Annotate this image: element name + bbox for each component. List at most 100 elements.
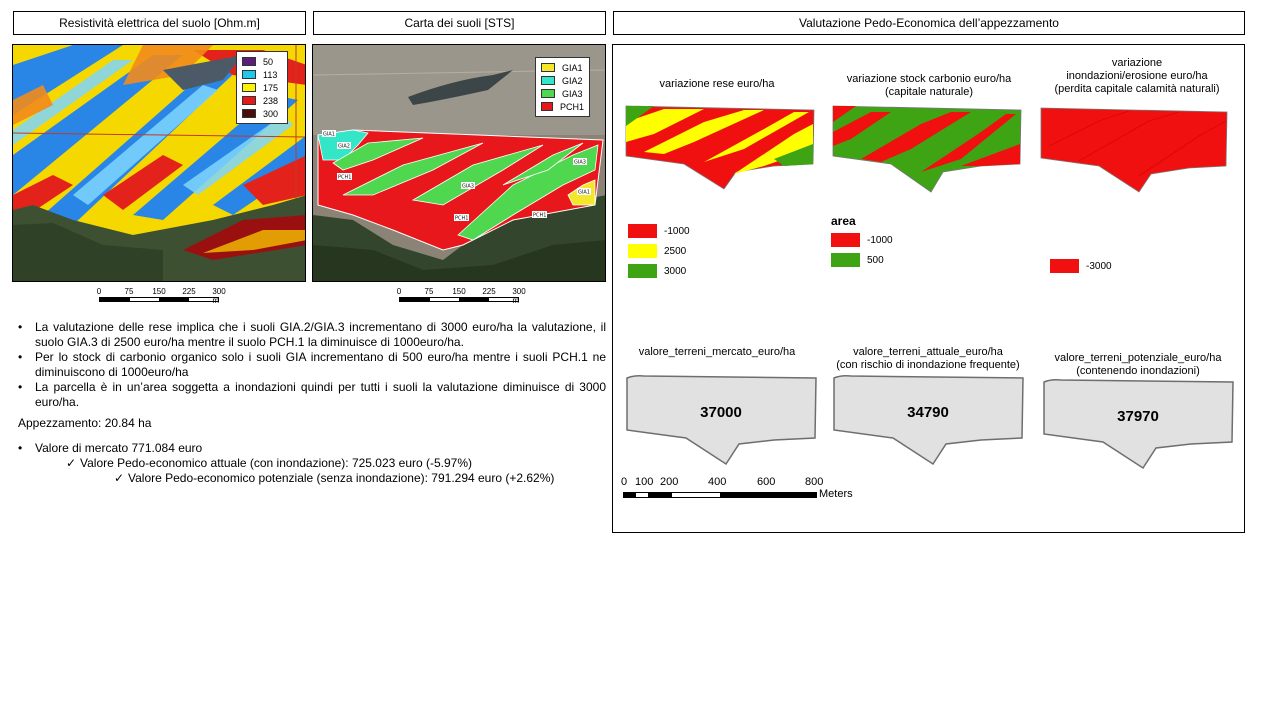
- current-value-map: 34790: [833, 375, 1024, 466]
- carbon-map-title: variazione stock carbonio euro/ha (capit…: [819, 73, 1039, 99]
- legend-label: 238: [263, 95, 279, 106]
- meters-scale-bar: 0 100 200 400 600 800 Meters: [621, 476, 871, 506]
- potential-value-number: 37970: [1117, 408, 1159, 425]
- scale-tick: 75: [124, 287, 134, 296]
- scale-tick: 300 m: [512, 287, 526, 305]
- soil-label-gia3-center: GIA3: [462, 184, 474, 190]
- yield-legend: -1000 2500 3000: [628, 221, 690, 281]
- legend-swatch: [242, 109, 256, 118]
- soil-label-gia1-top: GIA1: [323, 132, 335, 138]
- scale-tick: 200: [660, 476, 679, 488]
- legend-item: GIA2: [541, 74, 584, 87]
- scale-tick: 75: [424, 287, 434, 296]
- market-value-number: 37000: [700, 404, 742, 421]
- yield-map-title: variazione rese euro/ha: [627, 78, 807, 91]
- legend-item: 175: [242, 81, 282, 94]
- legend-label: 113: [263, 69, 278, 80]
- scale-tick: 300 m: [212, 287, 226, 305]
- soil-legend: GIA1 GIA2 GIA3 PCH1: [535, 57, 590, 117]
- check-icon: ✓: [66, 456, 77, 470]
- soil-map-canvas: GIA1 GIA2 GIA3 GIA3 GIA1 PCH1 PCH1 PCH1: [313, 45, 605, 281]
- potential-value-note: ✓ Valore Pedo-economico potenziale (senza…: [18, 471, 606, 486]
- current-value-text: Valore Pedo-economico attuale (con inond…: [80, 456, 473, 470]
- legend-item: -3000: [1050, 256, 1112, 276]
- scale-tick: 400: [708, 476, 727, 488]
- scale-bar-resistivity: 0 75 150 225 300 m: [96, 287, 226, 305]
- flood-title-line: inondazioni/erosione euro/ha: [1066, 70, 1208, 82]
- legend-item: 50: [242, 55, 282, 68]
- legend-label: GIA2: [562, 75, 583, 86]
- carbon-title-line: (capitale naturale): [884, 86, 974, 98]
- scale-tick: 100: [635, 476, 654, 488]
- scale-unit: Meters: [819, 488, 853, 500]
- legend-label: 300: [263, 108, 279, 119]
- note-carbon: Per lo stock di carbonio organico solo i…: [18, 350, 606, 380]
- legend-swatch: [242, 57, 256, 66]
- resistivity-panel-title: Resistività elettrica del suolo [Ohm.m]: [13, 11, 306, 35]
- legend-item: -1000: [831, 230, 893, 250]
- legend-swatch: [831, 253, 860, 267]
- check-icon: ✓: [114, 471, 125, 485]
- soil-label-gia1-right: GIA1: [578, 190, 590, 196]
- flood-legend: -3000: [1050, 256, 1112, 276]
- soil-label-gia2: GIA2: [338, 144, 350, 150]
- resistivity-map: [12, 44, 306, 282]
- market-value-note: Valore di mercato 771.084 euro: [18, 441, 606, 456]
- evaluation-panel: variazione rese euro/ha variazione stock…: [612, 44, 1245, 533]
- current-title-line: valore_terreni_attuale_euro/ha: [853, 346, 1003, 358]
- soil-label-pch1-center: PCH1: [455, 216, 468, 222]
- legend-item: 300: [242, 107, 282, 120]
- legend-swatch: [242, 83, 256, 92]
- market-title-text: valore_terreni_mercato_euro/ha: [638, 346, 796, 358]
- soil-label-pch1-left: PCH1: [338, 175, 351, 181]
- current-title-line: (con rischio di inondazione frequente): [836, 359, 1020, 371]
- legend-swatch: [541, 63, 555, 72]
- legend-swatch: [831, 233, 860, 247]
- legend-label: 3000: [664, 265, 687, 277]
- market-value-map: 37000: [626, 375, 817, 466]
- flood-title-line: (perdita capitale calamità naturali): [1054, 83, 1220, 95]
- river-channel-overlay: [163, 55, 243, 90]
- scale-tick: 800: [805, 476, 824, 488]
- legend-label: 50: [263, 56, 274, 67]
- yield-variation-map: [625, 105, 815, 190]
- legend-label: GIA1: [562, 62, 583, 73]
- legend-label: -1000: [867, 234, 893, 246]
- legend-label: PCH1: [559, 101, 584, 112]
- legend-item: 113: [242, 68, 282, 81]
- note-yield: La valutazione delle rese implica che i …: [18, 320, 606, 350]
- evaluation-notes-list: La valutazione delle rese implica che i …: [18, 320, 606, 410]
- potential-value-map: 37970: [1043, 379, 1234, 470]
- market-value-map-title: valore_terreni_mercato_euro/ha: [613, 346, 821, 359]
- current-value-map-title: valore_terreni_attuale_euro/ha (con risc…: [813, 346, 1043, 372]
- legend-item: GIA1: [541, 61, 584, 74]
- legend-item: 500: [831, 250, 893, 270]
- scale-bar-soil: 0 75 150 225 300 m: [397, 287, 526, 305]
- scale-tick: 150: [452, 287, 466, 296]
- scale-tick: 225: [182, 287, 196, 296]
- legend-item: PCH1: [541, 100, 584, 113]
- soil-label-pch1-right: PCH1: [533, 213, 546, 219]
- legend-swatch: [541, 102, 553, 111]
- legend-item: 238: [242, 94, 282, 107]
- legend-item: 3000: [628, 261, 690, 281]
- scale-tick: 0: [621, 476, 628, 488]
- potential-value-text: Valore Pedo-economico potenziale (senza …: [128, 471, 555, 485]
- legend-swatch: [628, 264, 657, 278]
- parcel-area: Appezzamento: 20.84 ha: [18, 416, 152, 430]
- potential-title-line: (contenendo inondazioni): [1076, 365, 1200, 377]
- legend-label: 500: [867, 254, 884, 266]
- scale-tick: 0: [96, 287, 102, 296]
- legend-label: -1000: [664, 225, 690, 237]
- carbon-legend: area -1000 500: [831, 214, 893, 270]
- flood-title-line: variazione: [1111, 57, 1163, 69]
- note-flood: La parcella è in un’area soggetta a inon…: [18, 380, 606, 410]
- current-value-note: ✓ Valore Pedo-economico attuale (con inon…: [18, 456, 606, 471]
- flood-map-title: variazione inondazioni/erosione euro/ha …: [1033, 57, 1241, 96]
- legend-swatch: [242, 70, 256, 79]
- flood-erosion-map: [1040, 107, 1228, 193]
- soil-label-gia3-right: GIA3: [574, 160, 586, 166]
- legend-swatch: [628, 244, 657, 258]
- value-list: Valore di mercato 771.084 euro: [18, 441, 606, 456]
- legend-label: 175: [263, 82, 279, 93]
